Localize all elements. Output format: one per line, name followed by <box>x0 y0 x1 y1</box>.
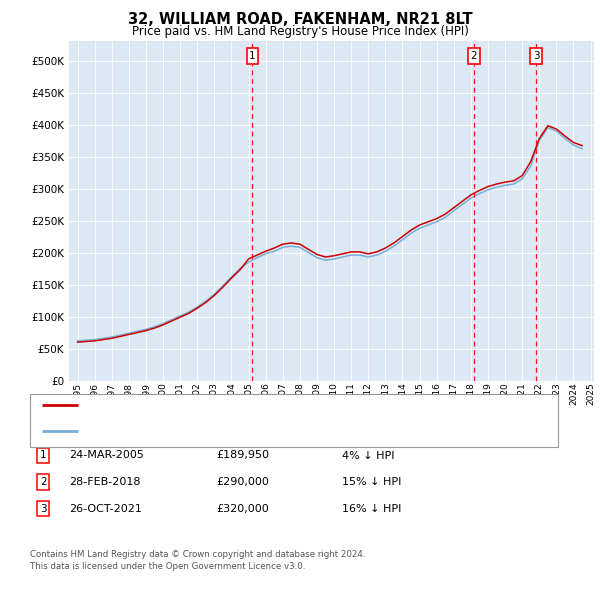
Text: 32, WILLIAM ROAD, FAKENHAM, NR21 8LT (detached house): 32, WILLIAM ROAD, FAKENHAM, NR21 8LT (de… <box>87 401 398 410</box>
Text: 28-FEB-2018: 28-FEB-2018 <box>69 477 140 487</box>
Text: 16% ↓ HPI: 16% ↓ HPI <box>342 504 401 513</box>
Text: 32, WILLIAM ROAD, FAKENHAM, NR21 8LT: 32, WILLIAM ROAD, FAKENHAM, NR21 8LT <box>128 12 472 27</box>
Text: £290,000: £290,000 <box>216 477 269 487</box>
Text: 24-MAR-2005: 24-MAR-2005 <box>69 451 144 460</box>
Text: 15% ↓ HPI: 15% ↓ HPI <box>342 477 401 487</box>
Text: 3: 3 <box>533 51 539 61</box>
Text: 1: 1 <box>249 51 256 61</box>
Text: Contains HM Land Registry data © Crown copyright and database right 2024.
This d: Contains HM Land Registry data © Crown c… <box>30 550 365 571</box>
Text: 2: 2 <box>470 51 477 61</box>
Text: 2: 2 <box>40 477 47 487</box>
Text: £189,950: £189,950 <box>216 451 269 460</box>
Text: 26-OCT-2021: 26-OCT-2021 <box>69 504 142 513</box>
Text: 3: 3 <box>40 504 47 513</box>
Text: HPI: Average price, detached house, North Norfolk: HPI: Average price, detached house, Nort… <box>87 426 350 435</box>
Text: 1: 1 <box>40 451 47 460</box>
Text: Price paid vs. HM Land Registry's House Price Index (HPI): Price paid vs. HM Land Registry's House … <box>131 25 469 38</box>
Text: 4% ↓ HPI: 4% ↓ HPI <box>342 451 395 460</box>
Text: £320,000: £320,000 <box>216 504 269 513</box>
